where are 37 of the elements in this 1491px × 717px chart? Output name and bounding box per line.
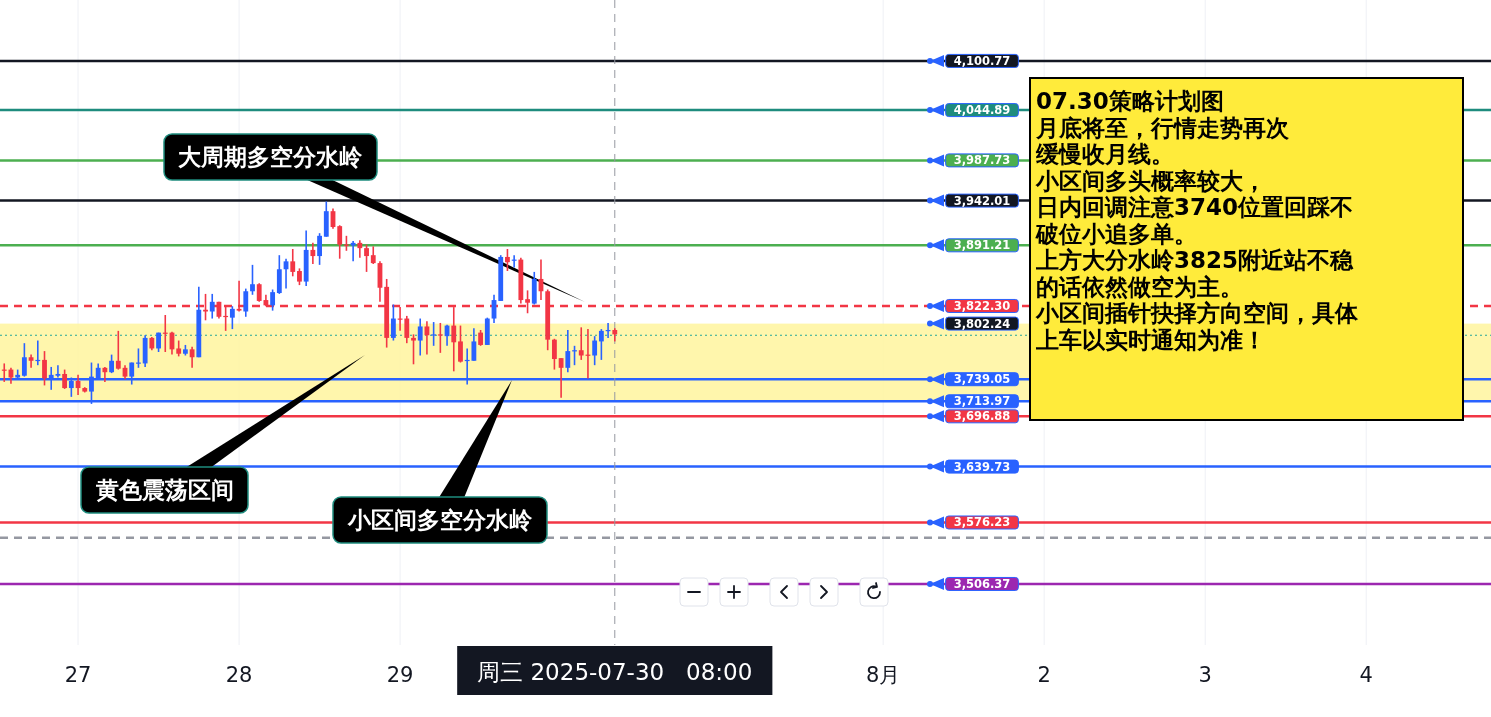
x-tick-label: 3 [1198, 663, 1212, 687]
annotation: 日内回调注意3740位置回踩不 [1036, 194, 1354, 220]
y-tick-label: 3,506.37 [953, 576, 1011, 591]
annotation: 上车以实时通知为准！ [1035, 326, 1266, 353]
y-tick-label: 3,576.23 [953, 515, 1011, 530]
x-tick-label: 4 [1359, 663, 1373, 687]
annotation: 缓慢收月线。 [1035, 141, 1174, 167]
x-tick-label: 2 [1037, 663, 1051, 687]
annotation: 小区间多空分水岭 [347, 507, 533, 533]
y-tick-label: 3,713.97 [953, 394, 1011, 409]
annotation: 大周期多空分水岭 [178, 144, 363, 170]
y-tick-label: 3,822.30 [953, 298, 1011, 313]
annotation: 小区间插针抉择方向空间，具体 [1035, 300, 1359, 326]
annotation: 上方大分水岭3825附近站不稳 [1035, 247, 1355, 273]
y-tick-label: 3,987.73 [953, 153, 1011, 168]
y-tick-label: 4,044.89 [953, 103, 1011, 118]
annotation: 月底将至，行情走势再次 [1035, 114, 1290, 141]
y-tick-label: 3,802.24 [953, 316, 1011, 331]
chart-title: 07.30策略计划图 [1036, 88, 1224, 114]
annotation: 的话依然做空为主。 [1036, 273, 1243, 300]
x-tick-label: 8月 [865, 663, 901, 687]
x-tick-label: 28 [225, 663, 253, 687]
x-tick-label: 29 [386, 663, 414, 687]
candlestick [431, 321, 437, 347]
y-tick-label: 3,639.73 [953, 459, 1011, 474]
annotation: 小区间多头概率较大， [1035, 167, 1266, 194]
ref-line-label: 周三 2025-07-30 08:00 [477, 659, 753, 685]
y-tick-label: 3,739.05 [953, 372, 1011, 387]
candlestick [411, 333, 416, 366]
y-tick-label: 3,696.88 [953, 409, 1011, 424]
y-tick-label: 3,891.21 [953, 238, 1011, 253]
candlestick [437, 322, 443, 354]
annotation: 破位小追多单。 [1035, 220, 1197, 247]
annotation: 黄色震荡区间 [95, 477, 234, 503]
y-tick-label: 3,942.01 [953, 193, 1011, 208]
x-tick-label: 27 [64, 663, 92, 687]
y-tick-label: 4,100.77 [953, 53, 1011, 68]
